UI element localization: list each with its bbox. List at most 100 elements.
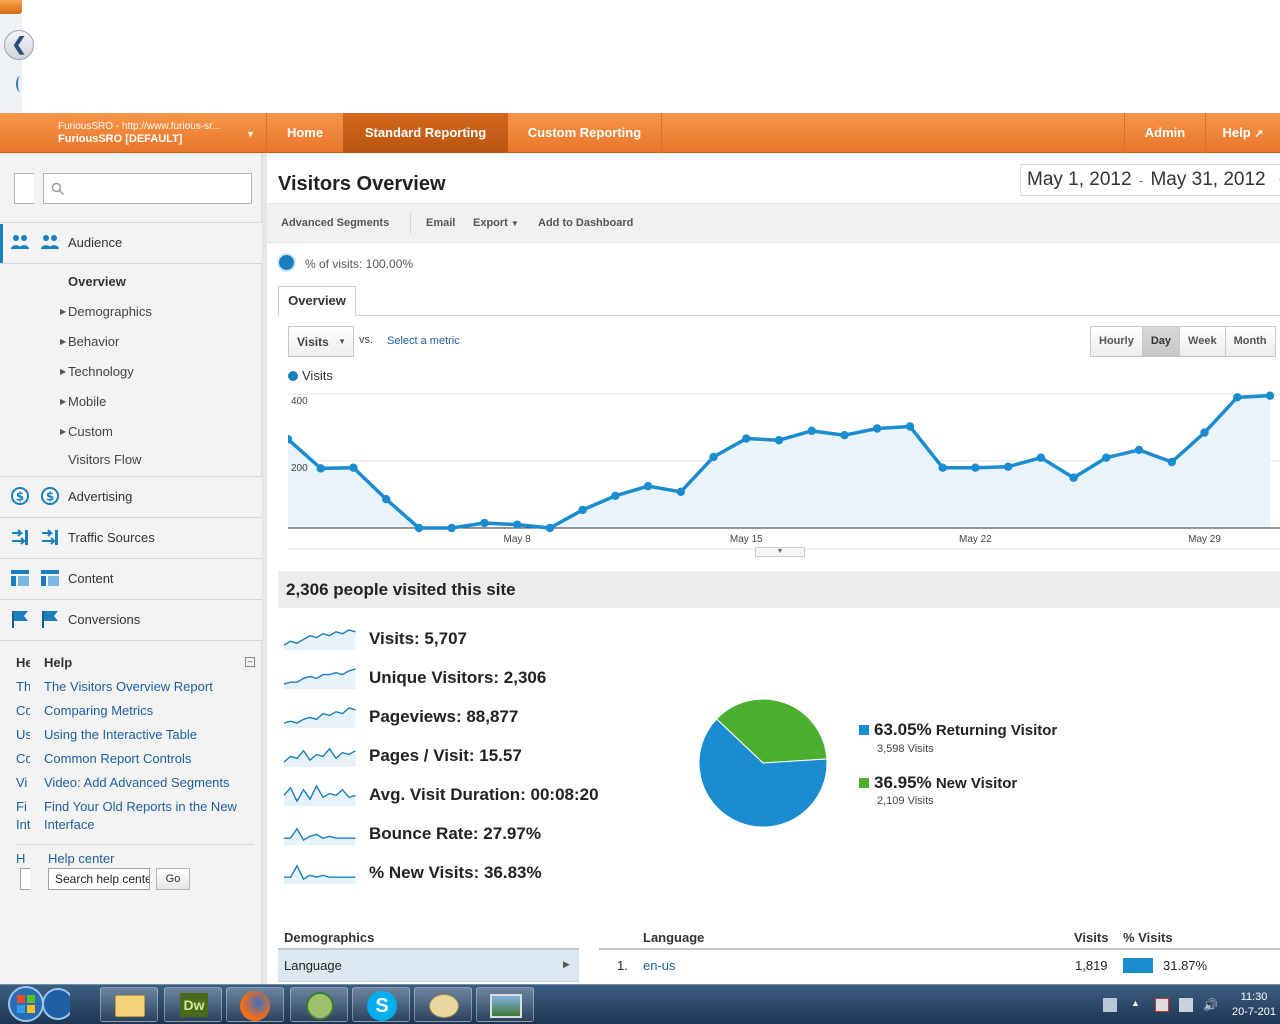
sidebar-section-traffic-sources[interactable]: Traffic Sources xyxy=(0,517,262,558)
sidebar-search-input[interactable] xyxy=(43,173,252,204)
flag-notify-icon[interactable] xyxy=(1155,998,1169,1012)
sidebar-item-mobile[interactable]: Mobile xyxy=(68,394,107,409)
email-button[interactable]: Email xyxy=(426,217,456,229)
help-link-cut: Us xyxy=(16,727,30,742)
data-point xyxy=(578,505,587,515)
nav-divider xyxy=(266,113,267,153)
show-hidden-icon[interactable]: ▲ xyxy=(1131,998,1140,1008)
data-point xyxy=(643,481,653,491)
help-link[interactable]: Comparing Metrics xyxy=(44,703,154,718)
tab-overview[interactable]: Overview xyxy=(278,286,356,316)
demographics-row-language[interactable] xyxy=(278,950,579,982)
select-metric-link[interactable]: Select a metric xyxy=(387,335,460,347)
nav-help[interactable]: Help ↗ xyxy=(1206,113,1280,153)
metric-value: % New Visits: 36.83% xyxy=(369,863,542,882)
chevron-down-icon[interactable]: ▼ xyxy=(246,129,255,139)
visitor-type-pie-chart[interactable] xyxy=(697,697,829,829)
date-range-picker[interactable]: May 1, 2012 - May 31, 2012 ▼ xyxy=(1020,164,1280,196)
help-left-field[interactable] xyxy=(20,868,30,890)
browser-menu-button[interactable] xyxy=(0,0,22,14)
data-point xyxy=(349,463,358,472)
metric-select[interactable]: Visits ▼ xyxy=(288,326,354,357)
vs-label: vs. xyxy=(359,334,374,346)
sidebar-item-technology[interactable]: Technology xyxy=(68,364,134,379)
month-button[interactable]: Month xyxy=(1233,335,1267,347)
sidebar-section-audience[interactable]: Audience xyxy=(0,222,262,263)
taskbar-firefox[interactable] xyxy=(226,987,284,1022)
day-button[interactable]: Day xyxy=(1142,327,1181,356)
column-percent-visits[interactable]: % Visits xyxy=(1123,930,1173,945)
pie-slice-returning xyxy=(698,718,828,828)
help-title-cut: He xyxy=(16,655,30,670)
help-link[interactable]: Find Your Old Reports in the New xyxy=(44,799,237,814)
taskbar-image-viewer[interactable] xyxy=(476,987,534,1022)
help-link[interactable]: Using the Interactive Table xyxy=(44,727,197,742)
sidebar-left-field[interactable] xyxy=(14,173,34,204)
help-link-cut: Co xyxy=(16,751,30,766)
nav-home[interactable]: Home xyxy=(286,125,324,140)
nav-admin[interactable]: Admin xyxy=(1144,125,1186,140)
sidebar-item-overview[interactable]: Overview xyxy=(68,274,126,289)
help-link[interactable]: Interface xyxy=(44,817,95,832)
taskbar-paint[interactable] xyxy=(414,987,472,1022)
clock-time: 11:30 xyxy=(1240,991,1268,1003)
sidebar-section-label: Conversions xyxy=(68,612,141,627)
help-link-cut: Vi xyxy=(16,775,28,790)
nav-divider xyxy=(661,113,662,153)
data-point xyxy=(1003,462,1013,471)
add-to-dashboard-button[interactable]: Add to Dashboard xyxy=(538,217,634,229)
taskbar-explorer[interactable] xyxy=(100,987,158,1022)
sidebar-splitter[interactable] xyxy=(262,153,267,984)
go-button[interactable]: Go xyxy=(156,868,190,890)
sidebar-item-behavior[interactable]: Behavior xyxy=(68,334,120,349)
column-language[interactable]: Language xyxy=(643,930,705,945)
sparkline-line xyxy=(284,864,356,881)
data-point xyxy=(1036,453,1046,462)
help-search-input[interactable]: Search help cente xyxy=(48,868,150,890)
help-link[interactable]: The Visitors Overview Report xyxy=(44,679,213,694)
collapse-icon[interactable]: – xyxy=(245,657,255,667)
back-button[interactable]: ❮ xyxy=(4,30,34,60)
taskbar-dreamweaver[interactable]: Dw xyxy=(164,987,222,1022)
network-icon[interactable] xyxy=(1179,998,1193,1012)
hourly-button[interactable]: Hourly xyxy=(1091,327,1143,356)
help-link[interactable]: Video: Add Advanced Segments xyxy=(44,775,230,790)
data-point xyxy=(1069,473,1078,482)
visits-line-chart[interactable]: 400 200 May 8 May 15 May 22 May 29 xyxy=(288,390,1280,560)
help-link[interactable]: Common Report Controls xyxy=(44,751,192,766)
taskbar-skype[interactable]: S xyxy=(352,987,410,1022)
volume-icon[interactable]: 🔊 xyxy=(1203,998,1218,1012)
sparkline xyxy=(283,707,356,728)
flag-icon xyxy=(42,611,58,628)
chart-resize-handle[interactable]: ▼ xyxy=(755,547,805,557)
metric-value: Pages / Visit: 15.57 xyxy=(369,746,522,765)
sidebar-item-demographics[interactable]: Demographics xyxy=(68,304,152,319)
account-selector[interactable]: FuriousSRO - http://www.furious-sr... Fu… xyxy=(58,121,220,145)
legend-label: Visits xyxy=(302,368,333,383)
nav-custom-reporting[interactable]: Custom Reporting xyxy=(527,125,642,140)
data-point xyxy=(512,520,522,529)
row-language-link[interactable]: en-us xyxy=(643,958,676,973)
sidebar-item-custom[interactable]: Custom xyxy=(68,424,113,439)
clock[interactable]: 11:30 20-7-201 xyxy=(1232,990,1276,1020)
sidebar-item-visitors-flow[interactable]: Visitors Flow xyxy=(68,452,142,467)
week-button[interactable]: Week xyxy=(1180,327,1226,356)
traffic-arrows-icon xyxy=(42,529,58,545)
dreamweaver-icon: Dw xyxy=(180,993,208,1017)
advanced-segments-button[interactable]: Advanced Segments xyxy=(281,217,390,229)
data-point xyxy=(316,464,325,473)
start-button[interactable] xyxy=(6,985,70,1023)
nav-standard-reporting[interactable]: Standard Reporting xyxy=(343,113,508,153)
date-separator: - xyxy=(1138,173,1144,188)
sidebar-section-advertising[interactable]: $ $ Advertising xyxy=(0,476,262,517)
taskbar xyxy=(0,984,1280,1024)
taskbar-app[interactable] xyxy=(290,987,348,1022)
audience-icon xyxy=(11,235,29,249)
export-button[interactable]: Export ▼ xyxy=(473,217,519,229)
sidebar-section-content[interactable]: Content xyxy=(0,558,262,599)
sidebar-section-conversions[interactable]: Conversions xyxy=(0,599,262,640)
keyboard-icon[interactable] xyxy=(1103,998,1117,1012)
column-visits[interactable]: Visits xyxy=(1074,930,1109,945)
page-title: Visitors Overview xyxy=(278,173,446,195)
help-center-link[interactable]: Help center xyxy=(48,851,115,866)
